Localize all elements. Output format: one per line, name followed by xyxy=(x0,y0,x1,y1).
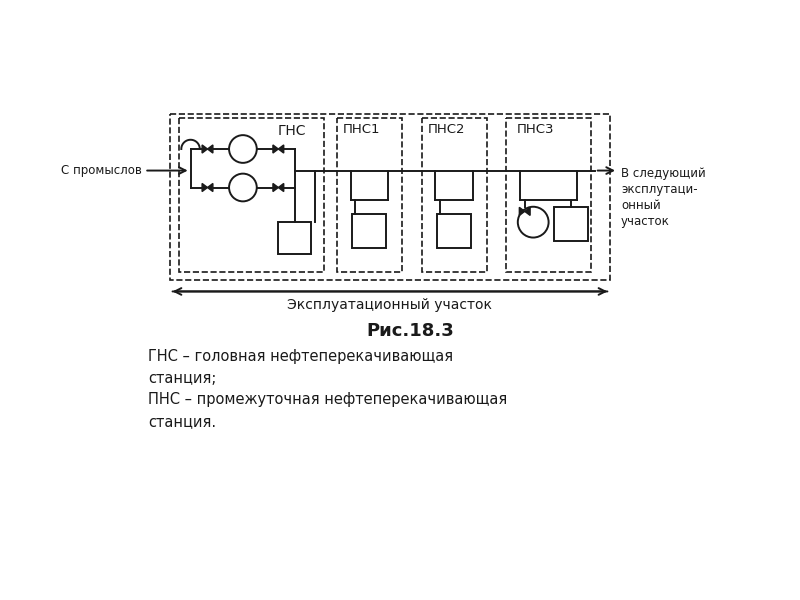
Bar xyxy=(337,118,402,272)
Text: В следующий
эксплутаци-
онный
участок: В следующий эксплутаци- онный участок xyxy=(621,167,706,229)
Polygon shape xyxy=(273,184,278,191)
Text: ПНС1: ПНС1 xyxy=(343,123,381,136)
Polygon shape xyxy=(519,208,525,215)
Polygon shape xyxy=(273,145,278,153)
Circle shape xyxy=(229,173,257,202)
Polygon shape xyxy=(278,145,284,153)
Polygon shape xyxy=(207,145,213,153)
Text: Эксплуатационный участок: Эксплуатационный участок xyxy=(287,298,493,311)
Bar xyxy=(506,118,591,272)
Polygon shape xyxy=(525,208,530,215)
Text: ПНС3: ПНС3 xyxy=(517,123,554,136)
Polygon shape xyxy=(202,184,207,191)
Text: станция.: станция. xyxy=(148,414,216,429)
Text: станция;: станция; xyxy=(148,371,217,386)
Bar xyxy=(179,118,324,272)
Text: ГНС: ГНС xyxy=(278,124,306,139)
Text: ПНС2: ПНС2 xyxy=(428,123,466,136)
Circle shape xyxy=(518,207,549,238)
Text: ГНС – головная нефтеперекачивающая: ГНС – головная нефтеперекачивающая xyxy=(148,349,454,364)
Bar xyxy=(422,118,487,272)
Bar xyxy=(554,207,588,241)
Bar xyxy=(352,214,386,248)
Text: Рис.18.3: Рис.18.3 xyxy=(366,322,454,340)
Text: С промыслов: С промыслов xyxy=(61,164,142,177)
Bar xyxy=(437,214,471,248)
Bar xyxy=(278,222,310,254)
Circle shape xyxy=(229,135,257,163)
Bar xyxy=(170,115,610,280)
Polygon shape xyxy=(278,184,284,191)
Polygon shape xyxy=(207,184,213,191)
Polygon shape xyxy=(202,145,207,153)
Text: ПНС – промежуточная нефтеперекачивающая: ПНС – промежуточная нефтеперекачивающая xyxy=(148,392,507,407)
